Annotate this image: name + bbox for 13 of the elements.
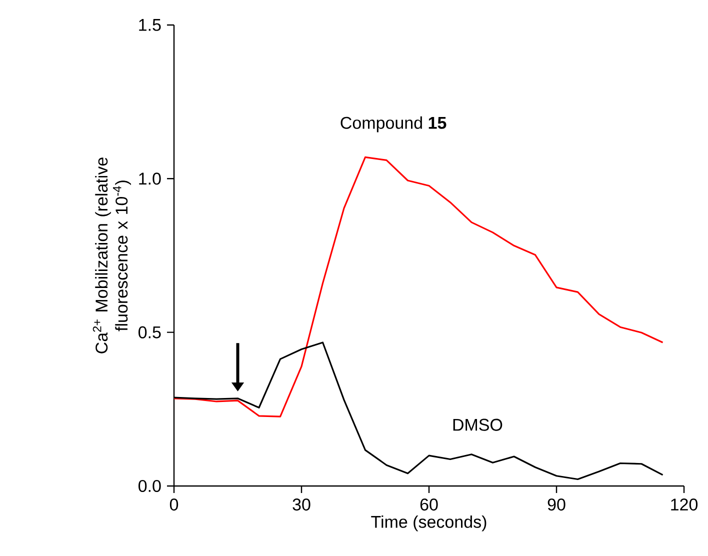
y-tick-label: 0.0 [138,480,161,492]
y-tick-label: 1.5 [139,19,161,31]
x-axis-title: Time (seconds) [371,515,486,532]
x-tick-label: 120 [671,498,698,511]
text: Compound 15 [340,116,446,132]
x-tick-label: 30 [292,498,310,511]
line-series [173,156,664,418]
x-tick-label: 0 [170,498,178,511]
y-tick-label: 0.5 [138,326,161,338]
x-tick-label: 90 [548,498,566,511]
series-label: DMSO [453,418,502,431]
x-tick-label: 60 [420,498,438,511]
y-tick-label: 1.0 [139,172,161,185]
